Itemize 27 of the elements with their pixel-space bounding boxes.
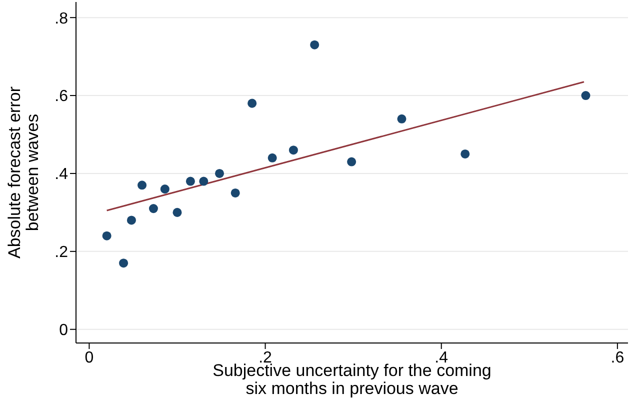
point [148, 204, 158, 214]
point [268, 153, 277, 162]
x-tick-label: 0 [84, 349, 94, 366]
y-tick-label: .4 [54, 166, 68, 184]
y-tick-label: .2 [54, 244, 68, 262]
y-tick-label: .6 [54, 88, 68, 106]
point [230, 188, 240, 198]
point [119, 258, 128, 268]
point [397, 114, 406, 124]
point [347, 157, 356, 166]
point [172, 208, 182, 217]
point [199, 176, 208, 186]
x-tick-label: .6 [610, 349, 624, 366]
point [160, 184, 170, 194]
point [186, 176, 195, 186]
point [310, 40, 320, 50]
point [581, 91, 590, 100]
point [248, 98, 257, 108]
y-tick-label: .8 [54, 10, 68, 28]
point [126, 216, 136, 225]
point [138, 180, 147, 190]
y-tick-label: 0 [59, 322, 68, 340]
point [102, 231, 112, 240]
point [460, 149, 470, 158]
point [288, 146, 298, 155]
y-axis-title: Absolute forecast error between waves [5, 86, 42, 258]
point [214, 168, 224, 178]
